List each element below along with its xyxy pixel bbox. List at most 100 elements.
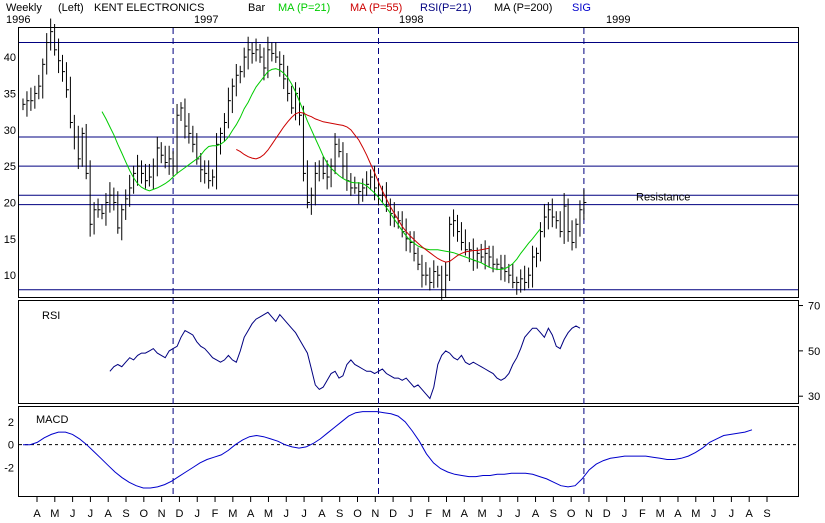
price-bar — [532, 245, 536, 288]
price-bar — [567, 198, 571, 242]
price-bar — [231, 78, 235, 114]
price-bar — [330, 158, 334, 188]
month-label: D — [175, 508, 183, 520]
period-label: Weekly — [6, 2, 42, 14]
price-bar — [302, 105, 306, 182]
month-label: O — [353, 508, 362, 520]
price-bar — [200, 153, 204, 183]
price-bar — [97, 198, 101, 218]
price-bar — [129, 174, 133, 207]
price-bar — [133, 165, 137, 194]
month-label: M — [442, 508, 451, 520]
month-label: F — [425, 508, 432, 520]
price-bar — [204, 160, 208, 184]
month-label: M — [50, 508, 59, 520]
price-bar — [500, 254, 504, 281]
price-bar — [259, 43, 263, 63]
price-bar — [354, 176, 358, 194]
price-bar — [441, 265, 445, 300]
year-label-1998: 1998 — [399, 14, 423, 26]
legend-ma55: MA (P=55) — [350, 2, 402, 14]
price-bar — [46, 33, 50, 75]
price-bar — [220, 127, 223, 155]
price-bar — [141, 160, 144, 184]
month-label: S — [336, 508, 343, 520]
price-bar — [429, 267, 433, 291]
month-label: S — [550, 508, 557, 520]
price-bar — [208, 160, 212, 189]
price-bar — [168, 145, 172, 175]
price-bar — [342, 142, 346, 179]
macd-tick-2: 2 — [8, 417, 14, 429]
price-bar — [77, 125, 81, 170]
price-bar — [453, 209, 457, 237]
price-bar — [528, 267, 532, 289]
chart-kind-label: Bar — [248, 2, 265, 14]
month-label: A — [105, 508, 113, 520]
price-bar — [571, 220, 575, 251]
price-bar — [144, 163, 148, 189]
month-label: M — [478, 508, 487, 520]
price-bar — [212, 169, 216, 187]
month-label: J — [622, 508, 628, 520]
price-bar — [449, 216, 453, 282]
price-bar — [314, 162, 318, 206]
legend-sig: SIG — [572, 2, 591, 14]
price-bar — [464, 229, 468, 256]
price-bar — [508, 263, 512, 284]
price-bar — [358, 182, 362, 204]
month-label: M — [691, 508, 700, 520]
price-bar — [322, 156, 326, 180]
price-bar — [389, 198, 393, 226]
price-bar — [346, 153, 350, 191]
rsi-panel: 30 50 70 — [109, 301, 820, 403]
price-bar — [89, 160, 93, 237]
price-bar — [417, 247, 421, 271]
price-bar — [58, 38, 62, 74]
price-bar — [235, 63, 239, 97]
price-bar — [227, 87, 231, 129]
ticker-name: KENT ELECTRONICS — [94, 2, 204, 14]
month-label: J — [408, 508, 414, 520]
price-bar — [583, 189, 587, 220]
price-bar — [152, 158, 156, 190]
price-bar — [180, 102, 184, 122]
price-bar — [559, 211, 563, 238]
price-bar — [105, 193, 109, 226]
price-bar — [192, 125, 196, 153]
year-label-1996: 1996 — [6, 14, 30, 26]
price-bar — [283, 54, 287, 90]
price-bar — [543, 203, 547, 238]
price-bar — [196, 133, 200, 165]
price-bar — [109, 182, 113, 213]
price-bar — [310, 187, 314, 215]
month-label: A — [33, 508, 41, 520]
month-label: M — [656, 508, 665, 520]
price-bar — [575, 218, 579, 249]
price-bar — [492, 245, 496, 273]
rsi-line — [109, 311, 581, 400]
price-bar — [73, 114, 77, 150]
month-label: J — [515, 508, 521, 520]
year-dividers — [172, 28, 585, 496]
price-bar — [62, 54, 65, 82]
month-label: A — [318, 508, 326, 520]
price-panel-frame — [18, 27, 799, 298]
legend-ma200: MA (P=200) — [494, 2, 552, 14]
price-tick-20: 20 — [4, 197, 16, 209]
legend-ma21: MA (P=21) — [278, 2, 330, 14]
price-bar — [247, 36, 251, 70]
price-bar — [65, 62, 69, 98]
month-label: A — [674, 508, 682, 520]
price-bar — [275, 42, 279, 63]
price-bar — [299, 87, 302, 126]
price-bar — [480, 243, 484, 263]
macd-tick-0: 0 — [8, 440, 14, 452]
panel-frames — [18, 27, 799, 497]
legend-rsi: RSI(P=21) — [420, 2, 472, 14]
price-bar — [524, 265, 528, 291]
price-bar — [101, 203, 105, 220]
price-bar — [164, 145, 168, 169]
price-bar — [69, 76, 73, 129]
